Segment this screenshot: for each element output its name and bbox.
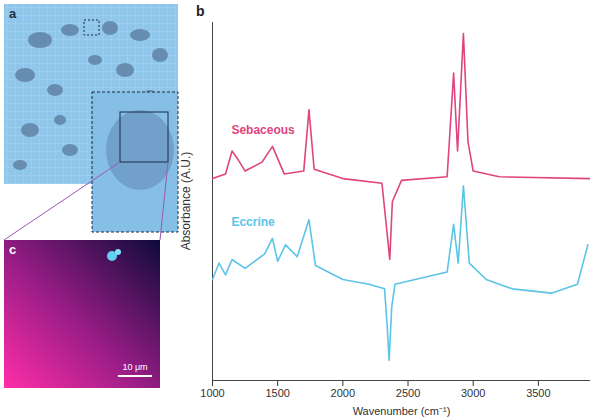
svg-text:1000: 1000 bbox=[200, 387, 224, 399]
svg-text:a: a bbox=[9, 6, 17, 21]
svg-text:3000: 3000 bbox=[461, 387, 485, 399]
svg-text:2000: 2000 bbox=[331, 387, 355, 399]
svg-text:Eccrine: Eccrine bbox=[231, 215, 275, 229]
svg-text:1500: 1500 bbox=[265, 387, 289, 399]
svg-text:2500: 2500 bbox=[396, 387, 420, 399]
svg-text:Sebaceous: Sebaceous bbox=[231, 123, 295, 137]
html-text:b: b bbox=[196, 3, 205, 19]
svg-text:3500: 3500 bbox=[526, 387, 550, 399]
svg-text:10 μm: 10 μm bbox=[122, 362, 147, 372]
svg-text:Wavenumber (cm⁻¹): Wavenumber (cm⁻¹) bbox=[353, 405, 451, 417]
svg-text:c: c bbox=[9, 242, 16, 257]
html-text:Absorbance (A.U.): Absorbance (A.U.) bbox=[179, 151, 193, 251]
